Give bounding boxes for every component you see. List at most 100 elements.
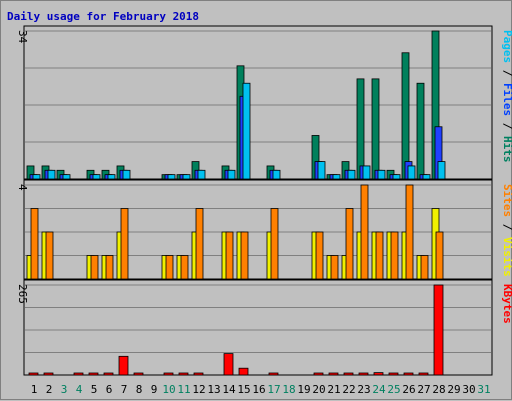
bar-pages (242, 82, 251, 180)
bar-kbytes (73, 372, 84, 376)
bar-sites (30, 208, 39, 280)
bar-kbytes (163, 372, 174, 376)
bar-kbytes (343, 372, 354, 376)
day-label: 6 (106, 383, 113, 396)
bar-kbytes (328, 372, 339, 376)
bar-pages (347, 169, 356, 180)
day-label: 4 (76, 383, 83, 396)
bar-pages (167, 174, 176, 180)
bar-kbytes (403, 372, 414, 376)
day-label: 2 (46, 383, 53, 396)
day-label: 14 (222, 383, 236, 396)
bar-kbytes (268, 372, 279, 376)
day-label: 30 (462, 383, 475, 396)
day-label: 3 (61, 383, 68, 396)
bar-pages (122, 169, 131, 180)
bar-kbytes (178, 372, 189, 376)
bar-sites (105, 255, 114, 280)
bar-kbytes (223, 353, 234, 376)
panel-frame-kbytes (23, 279, 493, 376)
panel-max-label: 34 (16, 30, 29, 44)
day-label: 31 (477, 383, 490, 396)
bar-pages (62, 174, 71, 180)
bar-sites (45, 231, 54, 280)
bar-sites (390, 231, 399, 280)
day-label: 9 (151, 383, 158, 396)
panel-legend-kbytes: KBytes (501, 284, 512, 324)
day-label: 1 (31, 383, 38, 396)
bar-pages (362, 165, 371, 180)
day-label: 13 (207, 383, 220, 396)
bar-kbytes (373, 372, 384, 376)
bar-sites (315, 231, 324, 280)
day-label: 8 (136, 383, 143, 396)
bar-pages (317, 161, 326, 180)
day-label: 22 (342, 383, 355, 396)
day-label: 19 (297, 383, 310, 396)
legend-entry: Hits (501, 136, 512, 163)
legend-entry: KBytes (501, 284, 512, 324)
bar-pages (32, 174, 41, 180)
bar-kbytes (358, 372, 369, 376)
bar-pages (227, 169, 236, 180)
bar-pages (272, 169, 281, 180)
legend-entry: / (501, 116, 512, 136)
bar-pages (332, 174, 341, 180)
bar-hits (401, 52, 410, 180)
bar-hits (356, 78, 365, 180)
panel-max-label: 265 (16, 284, 29, 304)
bar-kbytes (28, 372, 39, 376)
bar-hits (371, 78, 380, 180)
day-label: 10 (162, 383, 175, 396)
day-label: 17 (267, 383, 280, 396)
bar-sites (225, 231, 234, 280)
bar-sites (375, 231, 384, 280)
bar-sites (420, 255, 429, 280)
bar-kbytes (118, 355, 129, 376)
bar-kbytes (433, 284, 444, 376)
legend-entry: / (501, 217, 512, 237)
day-label: 15 (237, 383, 250, 396)
bar-sites (330, 255, 339, 280)
day-label: 11 (177, 383, 190, 396)
bar-sites (360, 184, 369, 280)
bar-kbytes (238, 367, 249, 376)
bar-pages (377, 169, 386, 180)
legend-entry: Pages (501, 30, 512, 63)
bar-pages (422, 174, 431, 180)
bar-kbytes (313, 372, 324, 376)
panel-legend-hits-files-pages: Pages / Files / Hits (501, 30, 512, 163)
day-label: 21 (327, 383, 340, 396)
bar-pages (107, 174, 116, 180)
bar-kbytes (418, 372, 429, 376)
day-label: 28 (432, 383, 445, 396)
panel-max-label: 4 (16, 184, 29, 191)
day-label: 25 (387, 383, 400, 396)
bar-pages (197, 169, 206, 180)
chart-title: Daily usage for February 2018 (7, 10, 199, 23)
bar-pages (182, 174, 191, 180)
bar-sites (345, 208, 354, 280)
bar-kbytes (88, 372, 99, 376)
day-label: 27 (417, 383, 430, 396)
bar-pages (92, 174, 101, 180)
day-label: 24 (372, 383, 386, 396)
legend-entry: Files (501, 83, 512, 116)
bar-sites (165, 255, 174, 280)
day-label: 18 (282, 383, 295, 396)
day-label: 23 (357, 383, 370, 396)
bar-sites (405, 184, 414, 280)
bar-sites (120, 208, 129, 280)
bar-sites (195, 208, 204, 280)
day-label: 7 (121, 383, 128, 396)
bar-kbytes (43, 372, 54, 376)
bar-pages (437, 161, 446, 180)
bar-kbytes (103, 372, 114, 376)
bar-sites (240, 231, 249, 280)
day-label: 29 (447, 383, 460, 396)
bar-sites (90, 255, 99, 280)
day-label: 5 (91, 383, 98, 396)
bar-kbytes (388, 372, 399, 376)
panel-legend-visits-sites: Sites / Visits (501, 184, 512, 277)
